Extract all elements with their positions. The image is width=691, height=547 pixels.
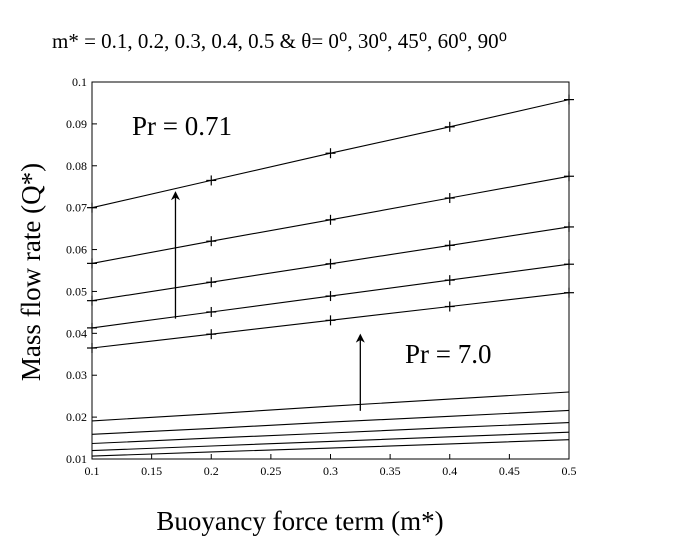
chart-title: m* = 0.1, 0.2, 0.3, 0.4, 0.5 & θ= 0⁰, 30… — [52, 29, 507, 53]
series-group — [87, 94, 574, 457]
y-tick-label: 0.07 — [66, 201, 87, 215]
x-tick-label: 0.1 — [85, 464, 100, 478]
x-tick-label: 0.45 — [499, 464, 520, 478]
y-tick-label: 0.01 — [66, 452, 87, 466]
data-point — [325, 148, 336, 159]
y-tick-label: 0.04 — [66, 326, 87, 340]
series-line-6 — [91, 391, 570, 422]
y-tick-label: 0.09 — [66, 117, 87, 131]
x-tick-label: 0.2 — [204, 464, 219, 478]
series-line-8 — [91, 422, 570, 445]
y-axis-label: Mass flow rate (Q*) — [16, 163, 46, 381]
data-point — [564, 221, 574, 232]
data-point — [325, 315, 336, 326]
series-line-9 — [91, 431, 570, 452]
data-point — [206, 306, 217, 317]
data-point — [87, 322, 97, 333]
annotations: Pr = 0.71 Pr = 7.0 — [132, 111, 491, 411]
data-point — [87, 342, 97, 353]
data-point — [444, 275, 455, 286]
x-tick-label: 0.3 — [323, 464, 338, 478]
y-tick-label: 0.06 — [66, 243, 87, 257]
data-point — [564, 259, 574, 270]
y-tick-label: 0.02 — [66, 410, 87, 424]
x-axis-label: Buoyancy force term (m*) — [156, 506, 443, 536]
data-point — [444, 240, 455, 251]
x-tick-label: 0.25 — [260, 464, 281, 478]
data-point — [325, 214, 336, 225]
data-point — [564, 171, 574, 182]
data-point — [87, 202, 97, 213]
data-point — [444, 121, 455, 132]
y-ticks: 0.01 0.02 0.03 0.04 0.05 0.06 0.07 0.08 0.09 0.1 — [66, 75, 97, 466]
data-point — [206, 277, 217, 288]
data-point — [444, 193, 455, 204]
data-point — [444, 301, 455, 312]
y-tick-label: 0.03 — [66, 368, 87, 382]
x-tick-label: 0.35 — [380, 464, 401, 478]
data-point — [206, 236, 217, 247]
x-tick-label: 0.5 — [562, 464, 577, 478]
x-tick-label: 0.15 — [141, 464, 162, 478]
data-point — [206, 175, 217, 186]
annotation-label: Pr = 0.71 — [132, 111, 232, 141]
series-line-10 — [91, 439, 570, 457]
y-tick-label: 0.08 — [66, 159, 87, 173]
data-point — [87, 295, 97, 306]
data-point — [564, 287, 574, 298]
data-point — [564, 94, 574, 105]
y-tick-label: 0.1 — [72, 75, 87, 89]
data-point — [325, 258, 336, 269]
y-tick-label: 0.05 — [66, 284, 87, 298]
annotation-label: Pr = 7.0 — [405, 339, 491, 369]
data-point — [325, 291, 336, 302]
x-ticks: 0.1 0.15 0.2 0.25 0.3 0.35 0.4 0.45 0.5 — [85, 454, 577, 478]
data-point — [206, 329, 217, 340]
data-point — [87, 258, 97, 269]
series-line-7 — [91, 409, 570, 435]
x-tick-label: 0.4 — [442, 464, 457, 478]
